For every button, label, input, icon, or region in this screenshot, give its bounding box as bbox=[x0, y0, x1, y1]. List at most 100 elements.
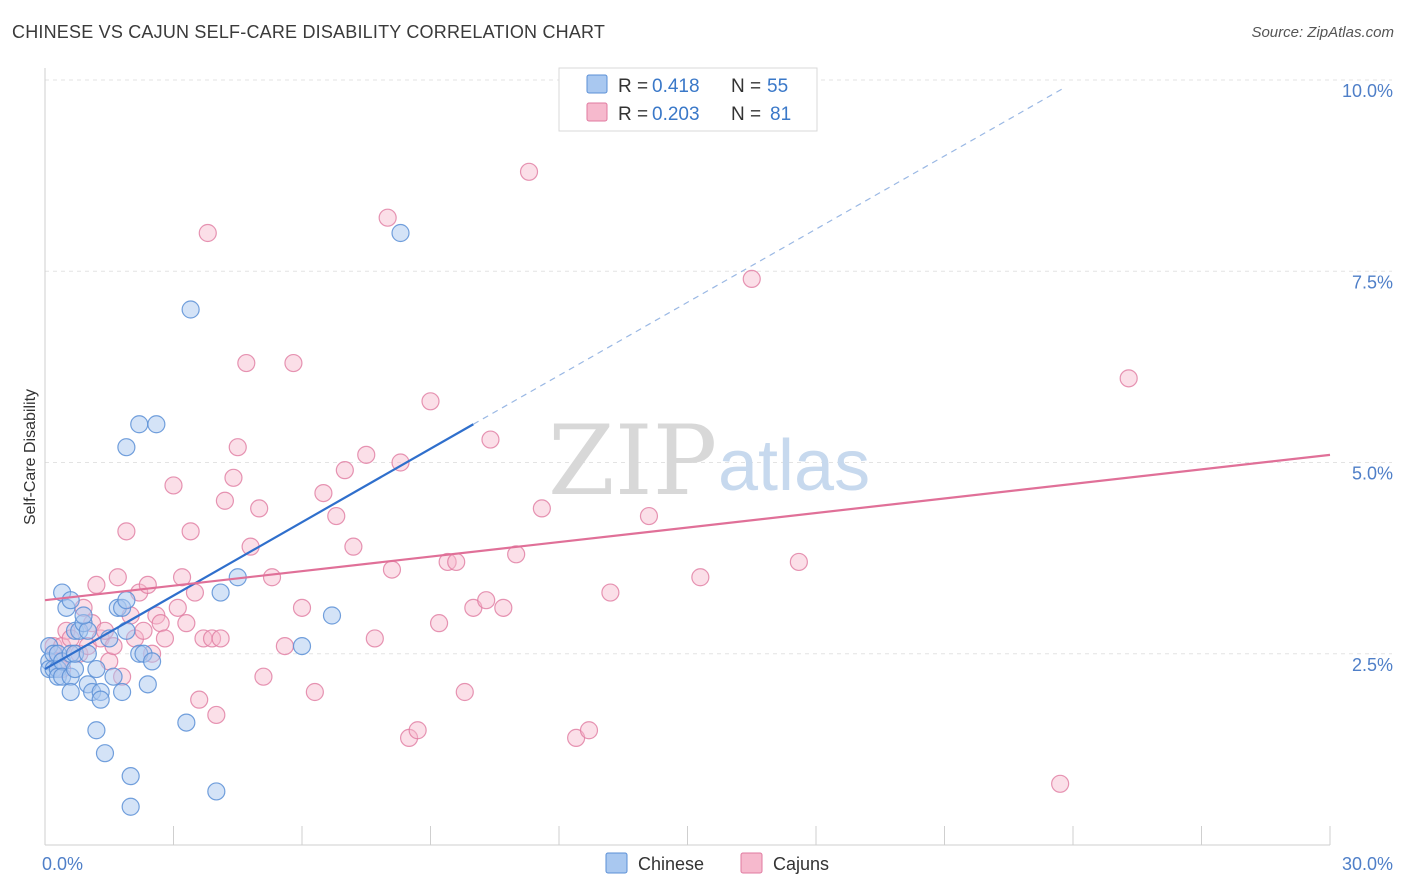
cajun-point bbox=[211, 629, 230, 648]
cajun-point bbox=[421, 392, 440, 411]
cajun-point bbox=[344, 537, 363, 556]
legend-swatch-chinese bbox=[586, 74, 608, 94]
cajun-point bbox=[335, 461, 354, 480]
trend-lines bbox=[44, 87, 1331, 671]
cajun-point bbox=[789, 552, 808, 572]
chart-source: Source: ZipAtlas.com bbox=[1251, 24, 1394, 41]
cajun-point bbox=[391, 453, 410, 472]
cajun-point bbox=[477, 591, 496, 610]
y-tick-label: 5.0% bbox=[1352, 464, 1393, 484]
cajun-point bbox=[292, 598, 312, 617]
chinese-point bbox=[138, 675, 157, 694]
cajun-point bbox=[237, 353, 256, 373]
legend-r-label-cajun: R = bbox=[618, 104, 648, 125]
bottom-legend-label-chinese: Chinese bbox=[638, 854, 704, 874]
chinese-point bbox=[322, 606, 342, 625]
chinese-point bbox=[147, 415, 166, 434]
cajun-point bbox=[117, 522, 136, 541]
x-tick-label: 30.0% bbox=[1342, 854, 1393, 874]
cajun-point bbox=[254, 667, 273, 686]
bottom-legend-swatch-chinese bbox=[605, 852, 628, 874]
cajun-point bbox=[742, 269, 761, 288]
legend-swatch-cajun bbox=[586, 102, 608, 122]
cajun-point bbox=[215, 491, 234, 510]
legend-n-value-cajun: 81 bbox=[770, 104, 791, 125]
chinese-point bbox=[142, 652, 162, 671]
legend-r-value-chinese: 0.418 bbox=[652, 76, 700, 97]
cajun-point bbox=[447, 552, 466, 572]
chinese-point bbox=[130, 415, 149, 434]
watermark-atlas: atlas bbox=[718, 426, 870, 506]
cajun-point bbox=[198, 223, 217, 243]
chinese-point bbox=[292, 636, 312, 656]
chinese-point bbox=[117, 438, 136, 457]
cajun-point bbox=[168, 598, 187, 617]
legend: R = 0.418 N = 55 R = 0.203 N = 81 bbox=[558, 67, 818, 132]
cajun-point bbox=[190, 690, 209, 709]
cajun-point bbox=[494, 598, 513, 617]
chinese-point bbox=[91, 690, 110, 709]
cajun-point bbox=[151, 614, 170, 633]
chinese-point bbox=[95, 744, 115, 763]
cajun-point bbox=[177, 614, 196, 633]
cajun-point bbox=[481, 430, 500, 449]
cajun-point bbox=[250, 499, 269, 518]
cajun-points bbox=[44, 162, 1138, 793]
chinese-point bbox=[87, 659, 106, 679]
legend-n-value-chinese: 55 bbox=[767, 76, 788, 97]
chinese-point bbox=[121, 797, 140, 816]
cajun-point bbox=[262, 568, 282, 587]
cajun-point bbox=[164, 476, 183, 495]
cajun-point bbox=[639, 506, 659, 526]
chinese-trend-extension bbox=[473, 87, 1065, 425]
y-axis-label: Self-Care Disability bbox=[22, 389, 39, 525]
chinese-trend-line bbox=[44, 423, 474, 671]
chinese-point bbox=[121, 767, 140, 786]
legend-n-label-chinese: N = bbox=[731, 76, 761, 97]
cajun-point bbox=[327, 506, 346, 526]
cajun-point bbox=[1051, 774, 1070, 793]
legend-r-value-cajun: 0.203 bbox=[652, 104, 700, 125]
bottom-legend-label-cajun: Cajuns bbox=[773, 854, 829, 874]
grid-lines bbox=[45, 79, 1392, 655]
cajun-point bbox=[108, 568, 127, 587]
cajun-point bbox=[138, 575, 157, 595]
cajun-point bbox=[224, 468, 243, 487]
chinese-point bbox=[112, 682, 132, 702]
watermark-zip: ZIP bbox=[548, 405, 717, 517]
legend-n-label-cajun: N = bbox=[731, 104, 761, 125]
cajun-point bbox=[1119, 369, 1138, 388]
chinese-point bbox=[87, 721, 106, 740]
cajun-point bbox=[378, 208, 397, 227]
chinese-point bbox=[207, 782, 226, 801]
cajun-point bbox=[181, 522, 200, 541]
tick-labels: 2.5% 5.0% 7.5% 10.0% 0.0% 30.0% bbox=[42, 81, 1393, 874]
chinese-points bbox=[40, 223, 410, 816]
y-tick-label: 7.5% bbox=[1352, 272, 1393, 292]
cajun-point bbox=[155, 629, 175, 648]
chinese-point bbox=[65, 659, 85, 679]
chinese-point bbox=[74, 606, 93, 625]
chinese-point bbox=[177, 713, 196, 732]
cajun-point bbox=[305, 682, 324, 702]
legend-r-label-chinese: R = bbox=[618, 76, 648, 97]
bottom-legend-swatch-cajun bbox=[740, 852, 763, 874]
cajun-point bbox=[579, 721, 599, 740]
axes bbox=[44, 68, 1331, 846]
chinese-point bbox=[104, 667, 123, 686]
cajun-point bbox=[275, 636, 294, 656]
cajun-point bbox=[519, 162, 539, 181]
cajun-point bbox=[284, 353, 303, 373]
watermark: ZIP atlas bbox=[548, 405, 870, 517]
cajun-point bbox=[408, 721, 427, 740]
cajun-point bbox=[601, 583, 620, 602]
chinese-point bbox=[391, 223, 410, 243]
cajun-point bbox=[357, 445, 376, 464]
y-tick-label: 10.0% bbox=[1342, 81, 1393, 101]
x-tick-label: 0.0% bbox=[42, 854, 83, 874]
cajun-point bbox=[134, 621, 153, 640]
cajun-point bbox=[207, 705, 226, 725]
bottom-legend: Chinese Cajuns bbox=[605, 852, 829, 874]
cajun-point bbox=[455, 682, 474, 702]
